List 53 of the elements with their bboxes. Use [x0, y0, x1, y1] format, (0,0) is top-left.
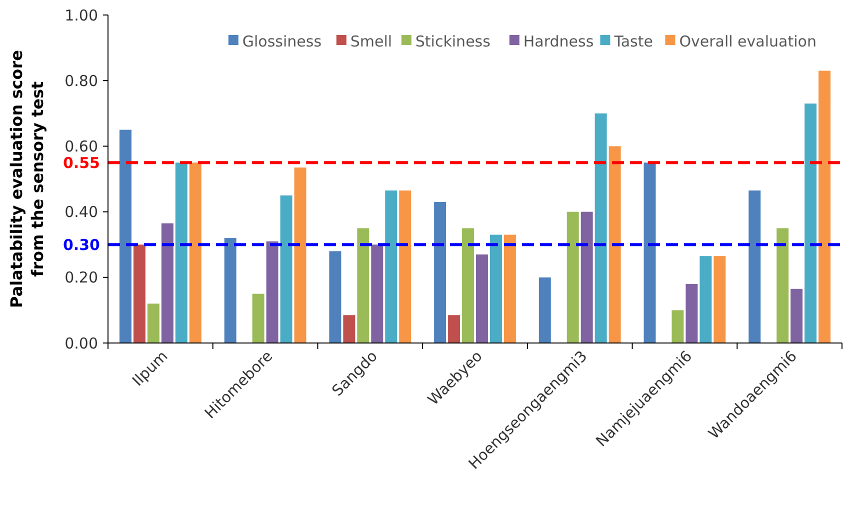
bar — [385, 190, 398, 343]
legend-label: Taste — [613, 32, 653, 50]
legend-label: Glossiness — [242, 32, 322, 50]
bar — [790, 288, 803, 343]
bar — [538, 277, 551, 343]
y-tick-label: 1.00 — [64, 6, 98, 24]
bar — [329, 251, 342, 343]
legend-label: Stickiness — [415, 32, 491, 50]
bar — [700, 256, 712, 343]
bar — [357, 228, 370, 343]
bar — [776, 228, 789, 343]
bar — [804, 104, 817, 343]
ref-line-label: 0.30 — [62, 236, 100, 254]
bar — [686, 284, 698, 343]
bar — [224, 238, 236, 343]
y-axis-title: Palatability evaluation score from the sensory test — [7, 50, 47, 308]
bar — [504, 234, 516, 343]
bar — [280, 195, 292, 343]
bar — [608, 146, 621, 343]
bar — [462, 228, 474, 343]
bar — [266, 241, 278, 343]
y-tick-label: 0.60 — [64, 137, 98, 156]
bar — [644, 162, 656, 343]
bar — [161, 223, 174, 343]
bar — [580, 212, 593, 343]
ref-line-label: 0.55 — [62, 154, 100, 172]
y-tick-label: 0.80 — [64, 72, 98, 90]
legend-label: Smell — [350, 32, 392, 50]
bar — [371, 244, 384, 343]
y-tick-label: 0.20 — [64, 268, 98, 287]
bar — [189, 162, 202, 343]
bar — [399, 190, 412, 343]
legend-label: Hardness — [523, 32, 594, 50]
bar — [119, 130, 132, 343]
y-tick-label: 0.40 — [64, 203, 98, 222]
legend-label: Overall evaluation — [679, 32, 816, 50]
bar — [133, 244, 146, 343]
bar — [448, 315, 460, 343]
bar — [252, 294, 264, 343]
bar — [594, 113, 607, 343]
bar — [175, 162, 188, 343]
bar — [818, 70, 831, 343]
bar — [147, 304, 160, 343]
bar — [434, 202, 446, 343]
bar — [714, 256, 726, 343]
bar — [566, 212, 579, 343]
bar — [294, 168, 306, 343]
bar — [343, 315, 356, 343]
bar — [490, 234, 502, 343]
bar — [672, 310, 684, 343]
bar — [748, 190, 761, 343]
bar — [476, 254, 488, 343]
y-tick-label: 0.00 — [64, 334, 98, 352]
